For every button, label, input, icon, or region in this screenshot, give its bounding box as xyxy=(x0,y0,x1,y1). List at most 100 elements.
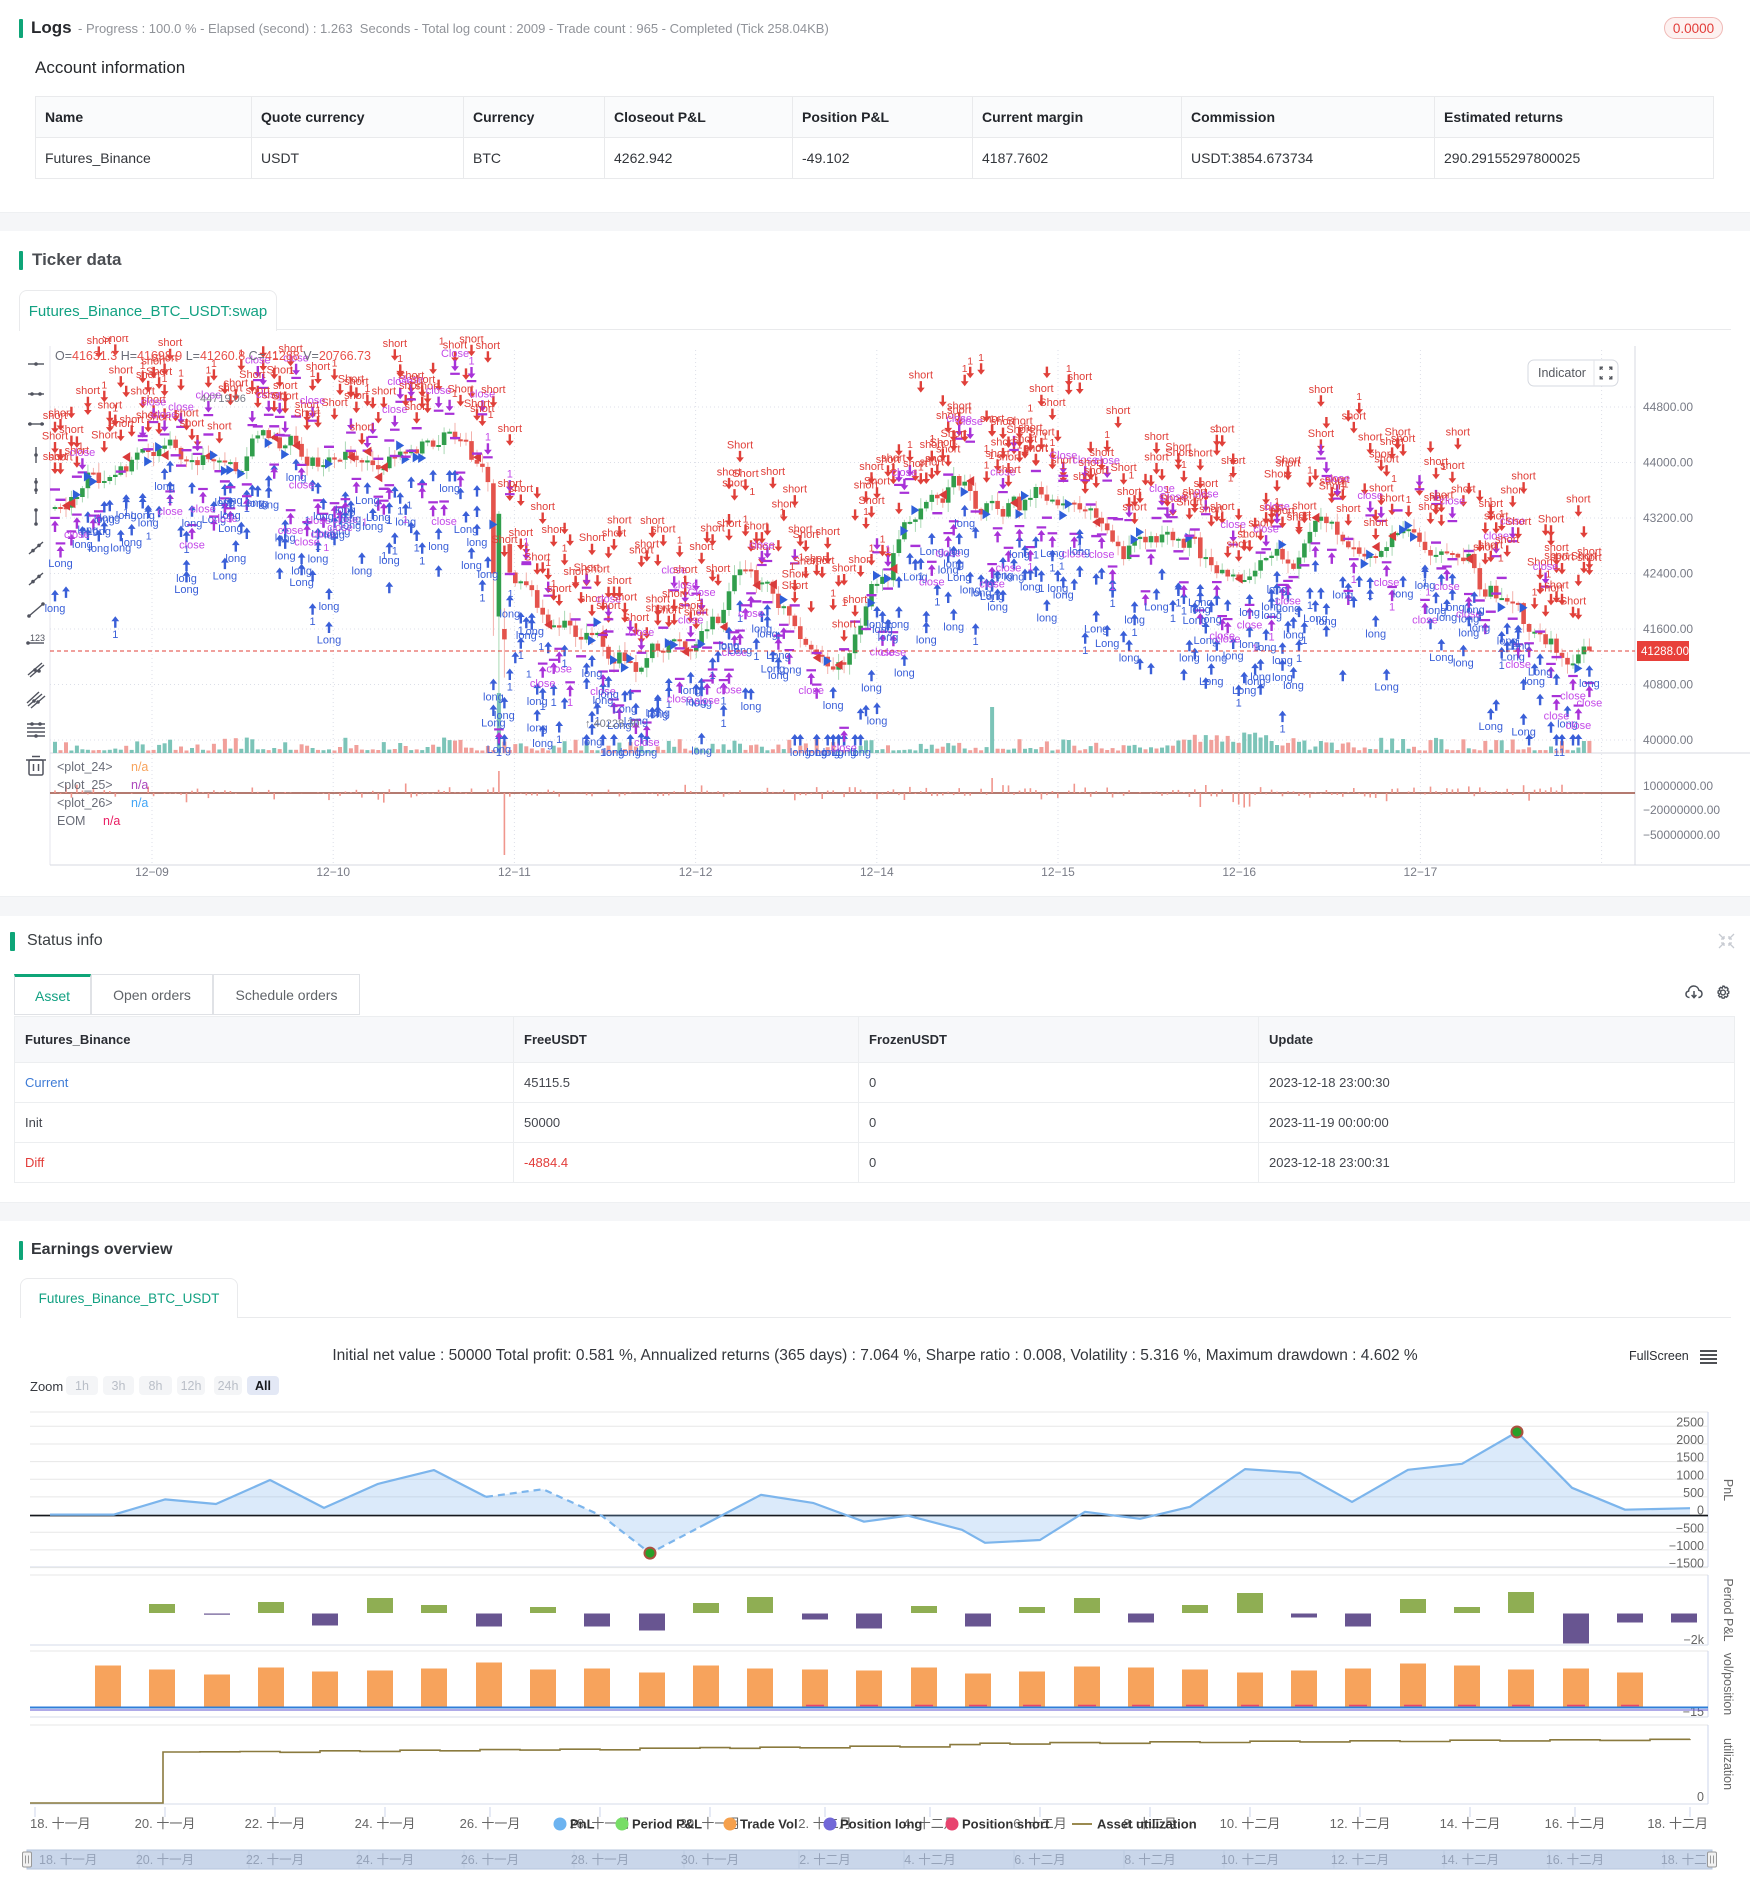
svg-text:1: 1 xyxy=(1033,549,1039,561)
svg-text:1: 1 xyxy=(1038,583,1044,595)
svg-text:12. 十二月: 12. 十二月 xyxy=(1331,1853,1389,1867)
svg-text:short: short xyxy=(1369,448,1393,460)
svg-text:500: 500 xyxy=(1683,1486,1704,1500)
svg-text:short: short xyxy=(903,458,927,470)
svg-text:short: short xyxy=(832,619,856,631)
svg-text:short: short xyxy=(476,340,500,352)
svg-text:Short: Short xyxy=(782,568,808,580)
svg-text:1: 1 xyxy=(1170,613,1176,625)
svg-text:6. 十二月: 6. 十二月 xyxy=(1013,1816,1066,1831)
svg-text:Long: Long xyxy=(366,512,390,524)
svg-text:short: short xyxy=(947,401,971,413)
svg-text:long: long xyxy=(516,630,537,642)
svg-text:close: close xyxy=(1483,531,1509,543)
svg-text:short: short xyxy=(706,563,730,575)
svg-text:short: short xyxy=(810,555,834,567)
svg-text:1: 1 xyxy=(1175,598,1181,610)
svg-text:Long: Long xyxy=(1528,666,1552,678)
svg-text:short: short xyxy=(1446,427,1470,439)
svg-text:short: short xyxy=(1051,454,1075,466)
svg-text:1: 1 xyxy=(78,440,84,452)
svg-text:long: long xyxy=(850,747,871,759)
svg-text:vol/position: vol/position xyxy=(1721,1653,1735,1716)
svg-text:close: close xyxy=(716,684,742,696)
svg-text:0: 0 xyxy=(1697,1504,1704,1518)
svg-text:long: long xyxy=(335,504,356,516)
svg-text:Short: Short xyxy=(239,369,265,381)
svg-text:close: close xyxy=(1434,581,1460,593)
svg-text:12−12: 12−12 xyxy=(679,865,713,879)
svg-text:Short: Short xyxy=(1165,442,1191,454)
svg-text:1: 1 xyxy=(1554,593,1560,605)
svg-text:PnL: PnL xyxy=(570,1817,595,1832)
svg-text:long: long xyxy=(1365,628,1386,640)
svg-text:close: close xyxy=(398,374,424,386)
svg-text:short: short xyxy=(246,385,270,397)
svg-text:long: long xyxy=(1004,571,1025,583)
svg-text:1: 1 xyxy=(272,350,278,362)
svg-text:short: short xyxy=(59,424,83,436)
svg-text:1: 1 xyxy=(140,360,146,372)
svg-text:1: 1 xyxy=(1042,431,1048,443)
svg-text:short: short xyxy=(1089,447,1113,459)
svg-text:1: 1 xyxy=(880,533,886,545)
svg-text:close: close xyxy=(305,515,331,527)
svg-text:1: 1 xyxy=(403,514,409,526)
svg-text:long: long xyxy=(1206,652,1227,664)
svg-text:Long: Long xyxy=(761,663,785,675)
svg-text:long: long xyxy=(1316,616,1337,628)
svg-text:long: long xyxy=(324,529,345,541)
svg-text:short: short xyxy=(1144,431,1168,443)
svg-text:long: long xyxy=(949,546,970,558)
svg-text:2. 十二月: 2. 十二月 xyxy=(799,1853,850,1867)
svg-text:Short: Short xyxy=(272,390,298,402)
svg-text:long: long xyxy=(993,570,1014,582)
svg-text:PnL: PnL xyxy=(1721,1479,1735,1501)
svg-text:long: long xyxy=(527,696,548,708)
svg-text:short: short xyxy=(678,600,702,612)
svg-text:short: short xyxy=(1237,529,1261,541)
svg-text:1: 1 xyxy=(1181,459,1187,471)
svg-text:1: 1 xyxy=(1252,643,1258,655)
svg-text:short: short xyxy=(815,526,839,538)
svg-text:close: close xyxy=(590,686,616,698)
svg-text:44000.00: 44000.00 xyxy=(1643,456,1693,470)
svg-text:1: 1 xyxy=(984,460,990,472)
svg-text:short: short xyxy=(772,498,796,510)
svg-text:short: short xyxy=(1183,486,1207,498)
svg-text:Long: Long xyxy=(174,584,198,596)
svg-text:1: 1 xyxy=(1425,586,1431,598)
svg-text:Long: Long xyxy=(311,529,335,541)
svg-text:1: 1 xyxy=(1269,632,1275,644)
svg-text:long: long xyxy=(806,747,827,759)
svg-text:1: 1 xyxy=(789,561,795,573)
svg-text:Short: Short xyxy=(146,366,172,378)
svg-text:short: short xyxy=(848,554,872,566)
svg-text:close: close xyxy=(694,695,720,707)
svg-text:long: long xyxy=(72,539,93,551)
svg-text:close: close xyxy=(333,514,359,526)
svg-text:Long: Long xyxy=(240,498,264,510)
svg-text:short: short xyxy=(141,394,165,406)
svg-text:short: short xyxy=(498,423,522,435)
svg-text:26. 十一月: 26. 十一月 xyxy=(460,1816,521,1831)
svg-text:long: long xyxy=(362,521,383,533)
svg-text:−50000000.00: −50000000.00 xyxy=(1643,828,1720,842)
svg-text:long: long xyxy=(593,695,614,707)
svg-text:1: 1 xyxy=(1545,569,1551,581)
svg-text:long: long xyxy=(1069,546,1090,558)
svg-text:1: 1 xyxy=(952,435,958,447)
svg-text:short: short xyxy=(262,389,286,401)
svg-text:1: 1 xyxy=(890,461,896,473)
svg-text:0: 0 xyxy=(1697,1790,1704,1804)
svg-text:Long: Long xyxy=(1429,652,1453,664)
svg-text:1: 1 xyxy=(749,486,755,498)
svg-text:short: short xyxy=(717,518,741,530)
svg-text:short: short xyxy=(947,404,971,416)
svg-text:short: short xyxy=(1259,502,1283,514)
svg-text:1: 1 xyxy=(1274,596,1280,608)
svg-text:30. 十一月: 30. 十一月 xyxy=(681,1853,739,1867)
svg-text:1: 1 xyxy=(852,747,858,759)
svg-text:Short: Short xyxy=(1560,595,1586,607)
svg-text:12−10: 12−10 xyxy=(316,865,350,879)
